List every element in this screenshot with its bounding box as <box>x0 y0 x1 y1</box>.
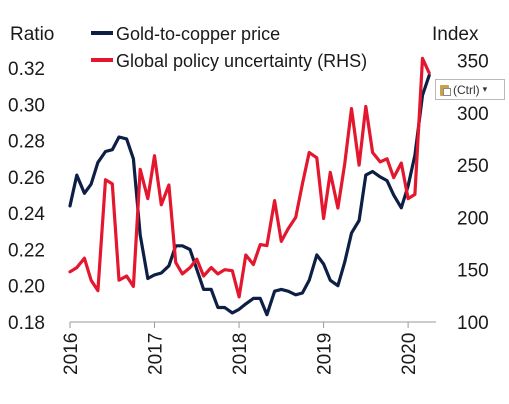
left-tick-label: 0.18 <box>8 313 45 334</box>
chevron-down-icon: ▾ <box>482 84 488 94</box>
right-tick-label: 250 <box>457 156 489 177</box>
x-tick-label: 2020 <box>399 333 420 375</box>
x-tick-label: 2018 <box>230 333 251 375</box>
left-tick-label: 0.22 <box>8 240 45 261</box>
plot-area <box>68 56 431 317</box>
left-tick-label: 0.26 <box>8 168 45 189</box>
x-axis-ticks: 2016 2017 2018 2019 2020 <box>61 322 420 375</box>
right-tick-label: 150 <box>457 261 489 282</box>
left-tick-label: 0.32 <box>8 59 45 80</box>
right-tick-label: 200 <box>457 208 489 229</box>
paste-options-label: (Ctrl) <box>453 82 480 97</box>
x-tick-label: 2017 <box>146 333 167 375</box>
left-axis-title: Ratio <box>10 24 54 45</box>
left-tick-label: 0.30 <box>8 95 45 116</box>
right-axis-title: Index <box>432 24 479 45</box>
right-tick-label: 100 <box>457 313 489 334</box>
legend: Gold-to-copper price Global policy uncer… <box>91 24 367 71</box>
legend-label-gold-copper: Gold-to-copper price <box>116 24 280 44</box>
series-line-policy-uncertainty <box>68 56 431 299</box>
paste-options-button[interactable]: (Ctrl) ▾ <box>435 79 505 100</box>
x-tick-label: 2019 <box>315 333 336 375</box>
legend-label-policy-uncertainty: Global policy uncertainty (RHS) <box>116 51 367 71</box>
left-tick-label: 0.20 <box>8 277 45 298</box>
right-tick-label: 300 <box>457 104 489 125</box>
series-line-gold-copper <box>68 73 431 317</box>
right-axis-ticks: 350 300 250 200 150 100 <box>457 51 489 334</box>
left-tick-label: 0.24 <box>8 204 45 225</box>
left-tick-label: 0.28 <box>8 132 45 153</box>
right-tick-label: 350 <box>457 51 489 72</box>
x-tick-label: 2016 <box>61 333 82 375</box>
left-axis-ticks: 0.32 0.30 0.28 0.26 0.24 0.22 0.20 0.18 <box>8 59 45 334</box>
clipboard-icon <box>440 83 451 96</box>
